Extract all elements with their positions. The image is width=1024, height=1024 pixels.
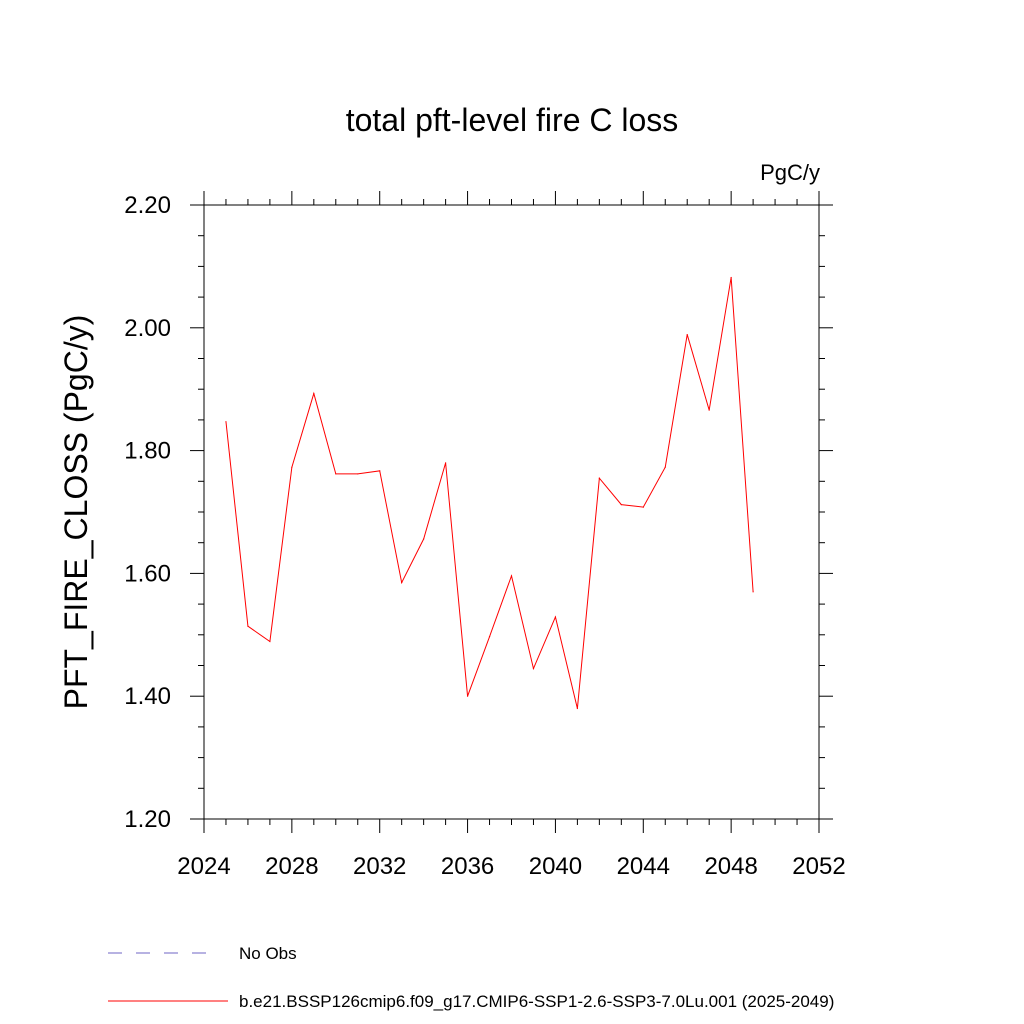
x-tick-label: 2048 (704, 853, 757, 880)
x-tick-label: 2040 (529, 853, 582, 880)
data-point (598, 477, 600, 479)
data-point (576, 707, 578, 710)
data-point (620, 504, 622, 506)
data-point (708, 409, 710, 411)
data-point (269, 640, 271, 643)
data-point (488, 636, 491, 638)
data-point (554, 616, 557, 618)
y-tick-label: 1.60 (124, 560, 171, 587)
data-point (401, 582, 403, 584)
y-tick-label: 1.40 (124, 683, 171, 710)
chart-title: total pft-level fire C loss (346, 102, 679, 138)
x-tick-label: 2028 (265, 853, 318, 880)
data-point (510, 575, 513, 577)
data-point (686, 333, 688, 336)
y-axis-ticks (190, 204, 833, 820)
data-point (423, 538, 425, 540)
x-axis-tick-labels: 2024 2028 2032 2036 2040 2044 2048 2052 (177, 853, 845, 880)
data-point (291, 466, 293, 468)
plot-frame (203, 204, 820, 820)
x-tick-label: 2024 (177, 853, 230, 880)
y-axis-title: PFT_FIRE_CLOSS (PgC/y) (58, 315, 94, 710)
series-line (225, 277, 754, 709)
data-point (247, 625, 249, 627)
y-tick-label: 2.00 (124, 315, 171, 342)
data-point (642, 506, 644, 508)
units-label: PgC/y (760, 160, 820, 185)
data-point (225, 421, 227, 423)
legend: No Obs b.e21.BSSP126cmip6.f09_g17.CMIP6-… (108, 944, 834, 1011)
data-point (379, 470, 381, 472)
y-axis-tick-labels: 1.20 1.40 1.60 1.80 2.00 2.20 (124, 192, 171, 833)
data-point (445, 462, 447, 464)
data-point (466, 695, 469, 697)
data-point (664, 466, 666, 468)
x-tick-label: 2052 (792, 853, 845, 880)
data-point (357, 473, 359, 475)
y-tick-label: 1.20 (124, 806, 171, 833)
x-tick-label: 2044 (617, 853, 670, 880)
data-point (752, 591, 754, 593)
data-point (730, 276, 732, 279)
y-tick-label: 1.80 (124, 438, 171, 465)
data-point (532, 667, 535, 670)
x-tick-label: 2036 (441, 853, 494, 880)
x-axis-ticks (203, 191, 820, 833)
legend-label-no-obs: No Obs (239, 944, 297, 963)
legend-label-model: b.e21.BSSP126cmip6.f09_g17.CMIP6-SSP1-2.… (239, 992, 834, 1011)
x-tick-label: 2032 (353, 853, 406, 880)
y-tick-label: 2.20 (124, 192, 171, 219)
series-layer (225, 276, 754, 710)
data-point (313, 392, 315, 395)
data-point (335, 473, 337, 475)
